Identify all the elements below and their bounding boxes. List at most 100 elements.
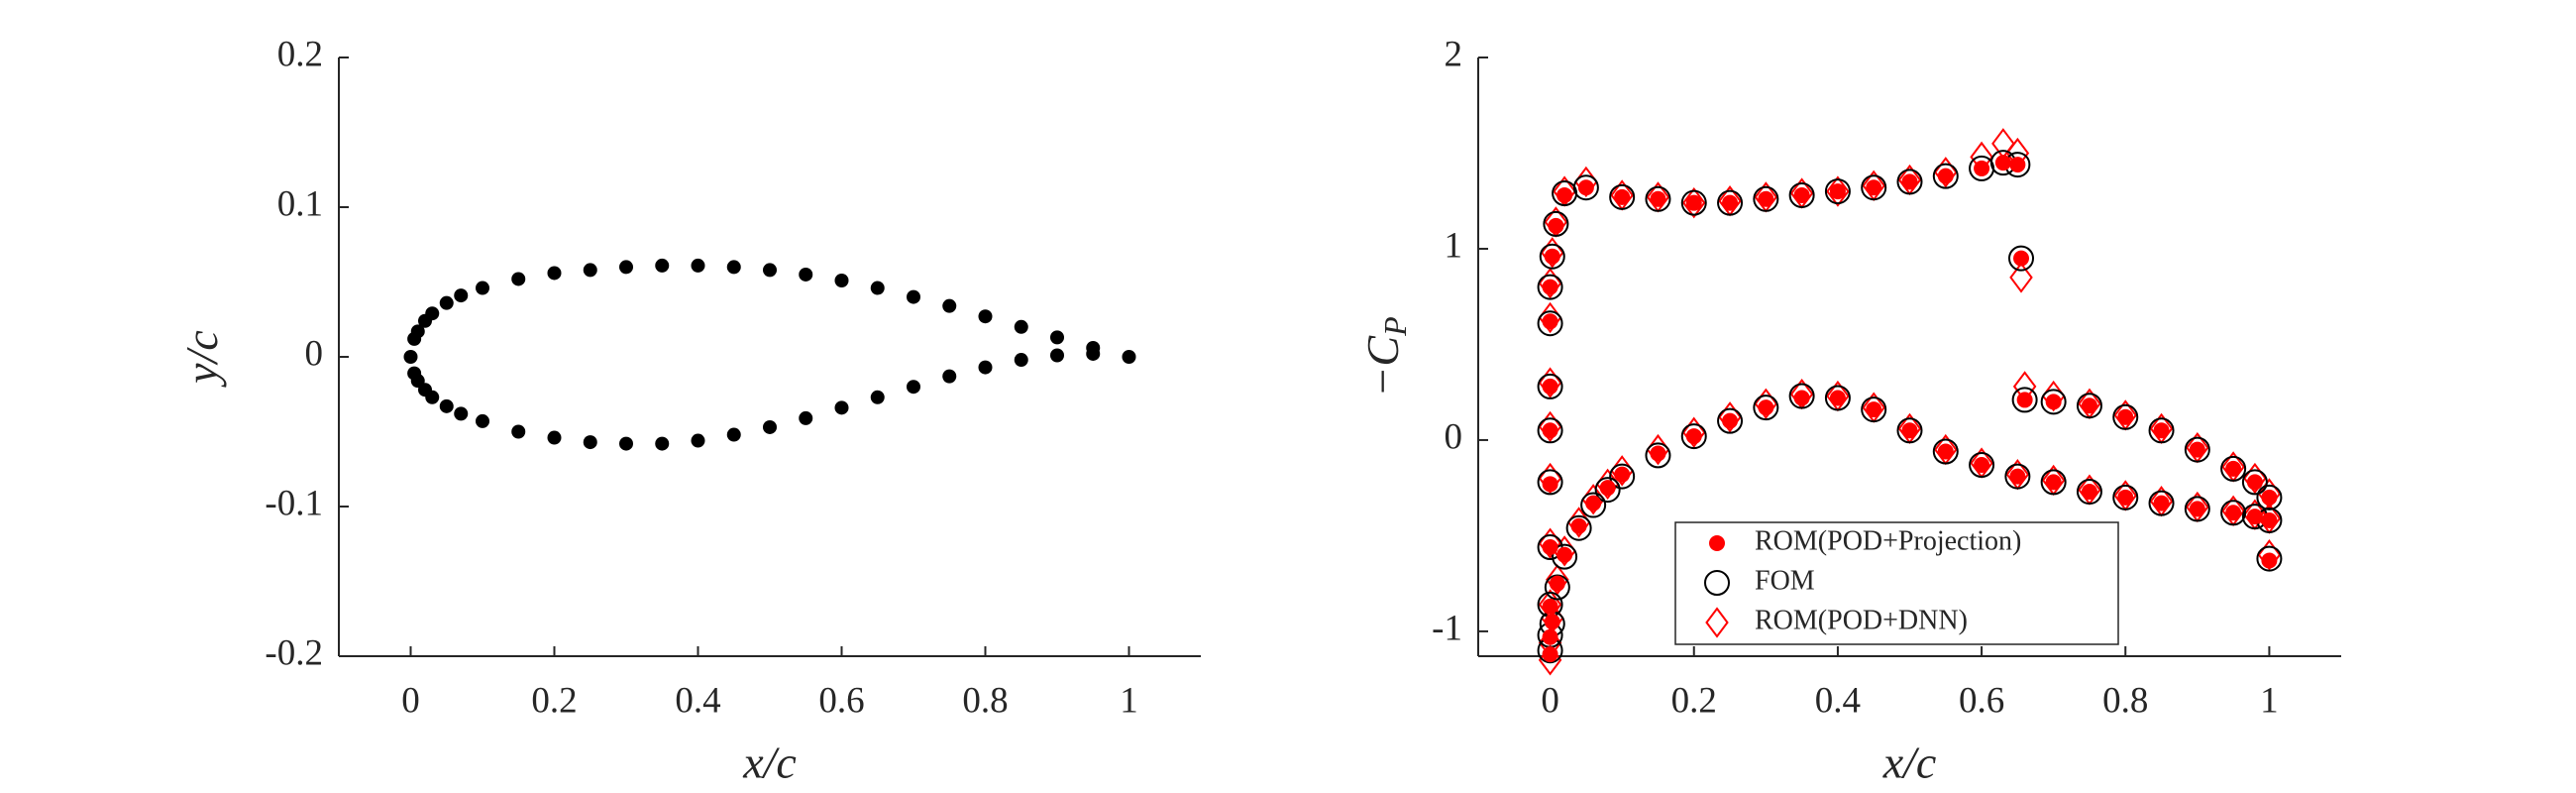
marker bbox=[2081, 484, 2097, 501]
y-axis-label-subscript: P bbox=[1377, 316, 1413, 337]
marker bbox=[2112, 403, 2139, 430]
point bbox=[907, 380, 920, 395]
marker bbox=[1861, 396, 1887, 423]
marker bbox=[2220, 500, 2247, 526]
point bbox=[907, 289, 920, 304]
marker bbox=[1565, 514, 1592, 541]
marker bbox=[1542, 422, 1558, 439]
marker bbox=[2225, 505, 2242, 521]
marker bbox=[2081, 397, 2097, 414]
marker bbox=[2011, 387, 2038, 413]
x-tick-label: 0.6 bbox=[1959, 680, 2004, 721]
point bbox=[655, 436, 670, 451]
marker bbox=[2004, 463, 2031, 490]
point bbox=[655, 258, 670, 273]
marker bbox=[1937, 443, 1954, 460]
x-tick-label: 0.2 bbox=[531, 680, 577, 721]
point bbox=[410, 324, 425, 339]
marker bbox=[2184, 436, 2210, 463]
x-tick-label: 1 bbox=[1120, 680, 1138, 721]
point bbox=[726, 427, 741, 442]
point bbox=[476, 281, 489, 295]
point bbox=[403, 350, 418, 364]
marker bbox=[1542, 378, 1558, 395]
marker bbox=[1552, 543, 1578, 570]
marker bbox=[1680, 189, 1707, 216]
point bbox=[978, 360, 993, 375]
marker bbox=[2261, 552, 2278, 569]
marker bbox=[1599, 480, 1616, 497]
marker bbox=[1896, 417, 1923, 444]
x-tick-label: 0.8 bbox=[2102, 680, 2148, 721]
marker bbox=[1549, 575, 1565, 592]
marker bbox=[1585, 495, 1602, 511]
marker bbox=[1793, 390, 1810, 406]
marker bbox=[2189, 501, 2205, 517]
marker bbox=[1542, 476, 1558, 493]
marker bbox=[1542, 279, 1558, 295]
marker bbox=[1896, 169, 1923, 195]
marker bbox=[1537, 274, 1563, 300]
marker bbox=[2040, 469, 2067, 496]
marker bbox=[1824, 385, 1851, 411]
marker bbox=[1539, 243, 1565, 270]
marker bbox=[1937, 168, 1954, 184]
marker bbox=[1546, 564, 1569, 596]
marker bbox=[1577, 179, 1594, 196]
marker bbox=[1709, 535, 1725, 551]
marker bbox=[1594, 477, 1621, 504]
point bbox=[439, 398, 454, 413]
marker bbox=[1542, 646, 1558, 663]
point bbox=[547, 266, 562, 281]
y-tick-label: -0.2 bbox=[265, 632, 323, 673]
marker bbox=[1556, 546, 1573, 563]
marker bbox=[1542, 628, 1558, 645]
marker bbox=[1861, 174, 1887, 201]
y-tick-label: 0.1 bbox=[277, 183, 323, 224]
marker bbox=[1614, 466, 1631, 483]
marker bbox=[1609, 183, 1636, 210]
marker bbox=[1793, 186, 1810, 203]
marker bbox=[2261, 489, 2278, 506]
point bbox=[1014, 353, 1028, 368]
y-tick-label: 0 bbox=[305, 333, 324, 374]
marker bbox=[1537, 310, 1563, 337]
point bbox=[583, 435, 597, 450]
marker bbox=[1994, 155, 2011, 171]
point bbox=[1014, 319, 1028, 334]
marker bbox=[1788, 181, 1815, 208]
y-tick-label: 1 bbox=[1445, 225, 1463, 266]
marker bbox=[1537, 373, 1563, 399]
marker bbox=[2112, 484, 2139, 510]
legend-box bbox=[1674, 521, 2119, 645]
marker bbox=[2189, 441, 2205, 458]
point bbox=[476, 413, 489, 428]
y-tick-label: -1 bbox=[1432, 608, 1462, 648]
marker bbox=[1829, 390, 1846, 406]
marker bbox=[1705, 607, 1729, 638]
point bbox=[691, 433, 705, 448]
marker bbox=[1609, 463, 1636, 490]
marker bbox=[2246, 474, 2263, 491]
marker bbox=[1537, 417, 1563, 444]
marker bbox=[1722, 412, 1739, 429]
x-tick-label: 1 bbox=[2260, 680, 2279, 721]
x-tick-label: 0.4 bbox=[675, 680, 720, 721]
marker bbox=[2220, 455, 2247, 482]
y-axis-label-main: −C bbox=[1357, 335, 1408, 397]
marker bbox=[1722, 194, 1739, 211]
marker bbox=[2184, 496, 2210, 522]
point bbox=[454, 406, 469, 421]
point bbox=[799, 410, 813, 425]
point bbox=[1086, 346, 1101, 361]
marker bbox=[1824, 178, 1851, 205]
marker bbox=[1932, 163, 1959, 189]
x-tick-label: 0.4 bbox=[1815, 680, 1861, 721]
marker bbox=[1969, 452, 1995, 479]
point bbox=[1050, 330, 1064, 345]
marker bbox=[1544, 574, 1570, 601]
y-axis-label: −CP bbox=[1357, 316, 1414, 396]
point bbox=[691, 258, 705, 273]
point bbox=[439, 295, 454, 310]
marker bbox=[1753, 395, 1779, 421]
